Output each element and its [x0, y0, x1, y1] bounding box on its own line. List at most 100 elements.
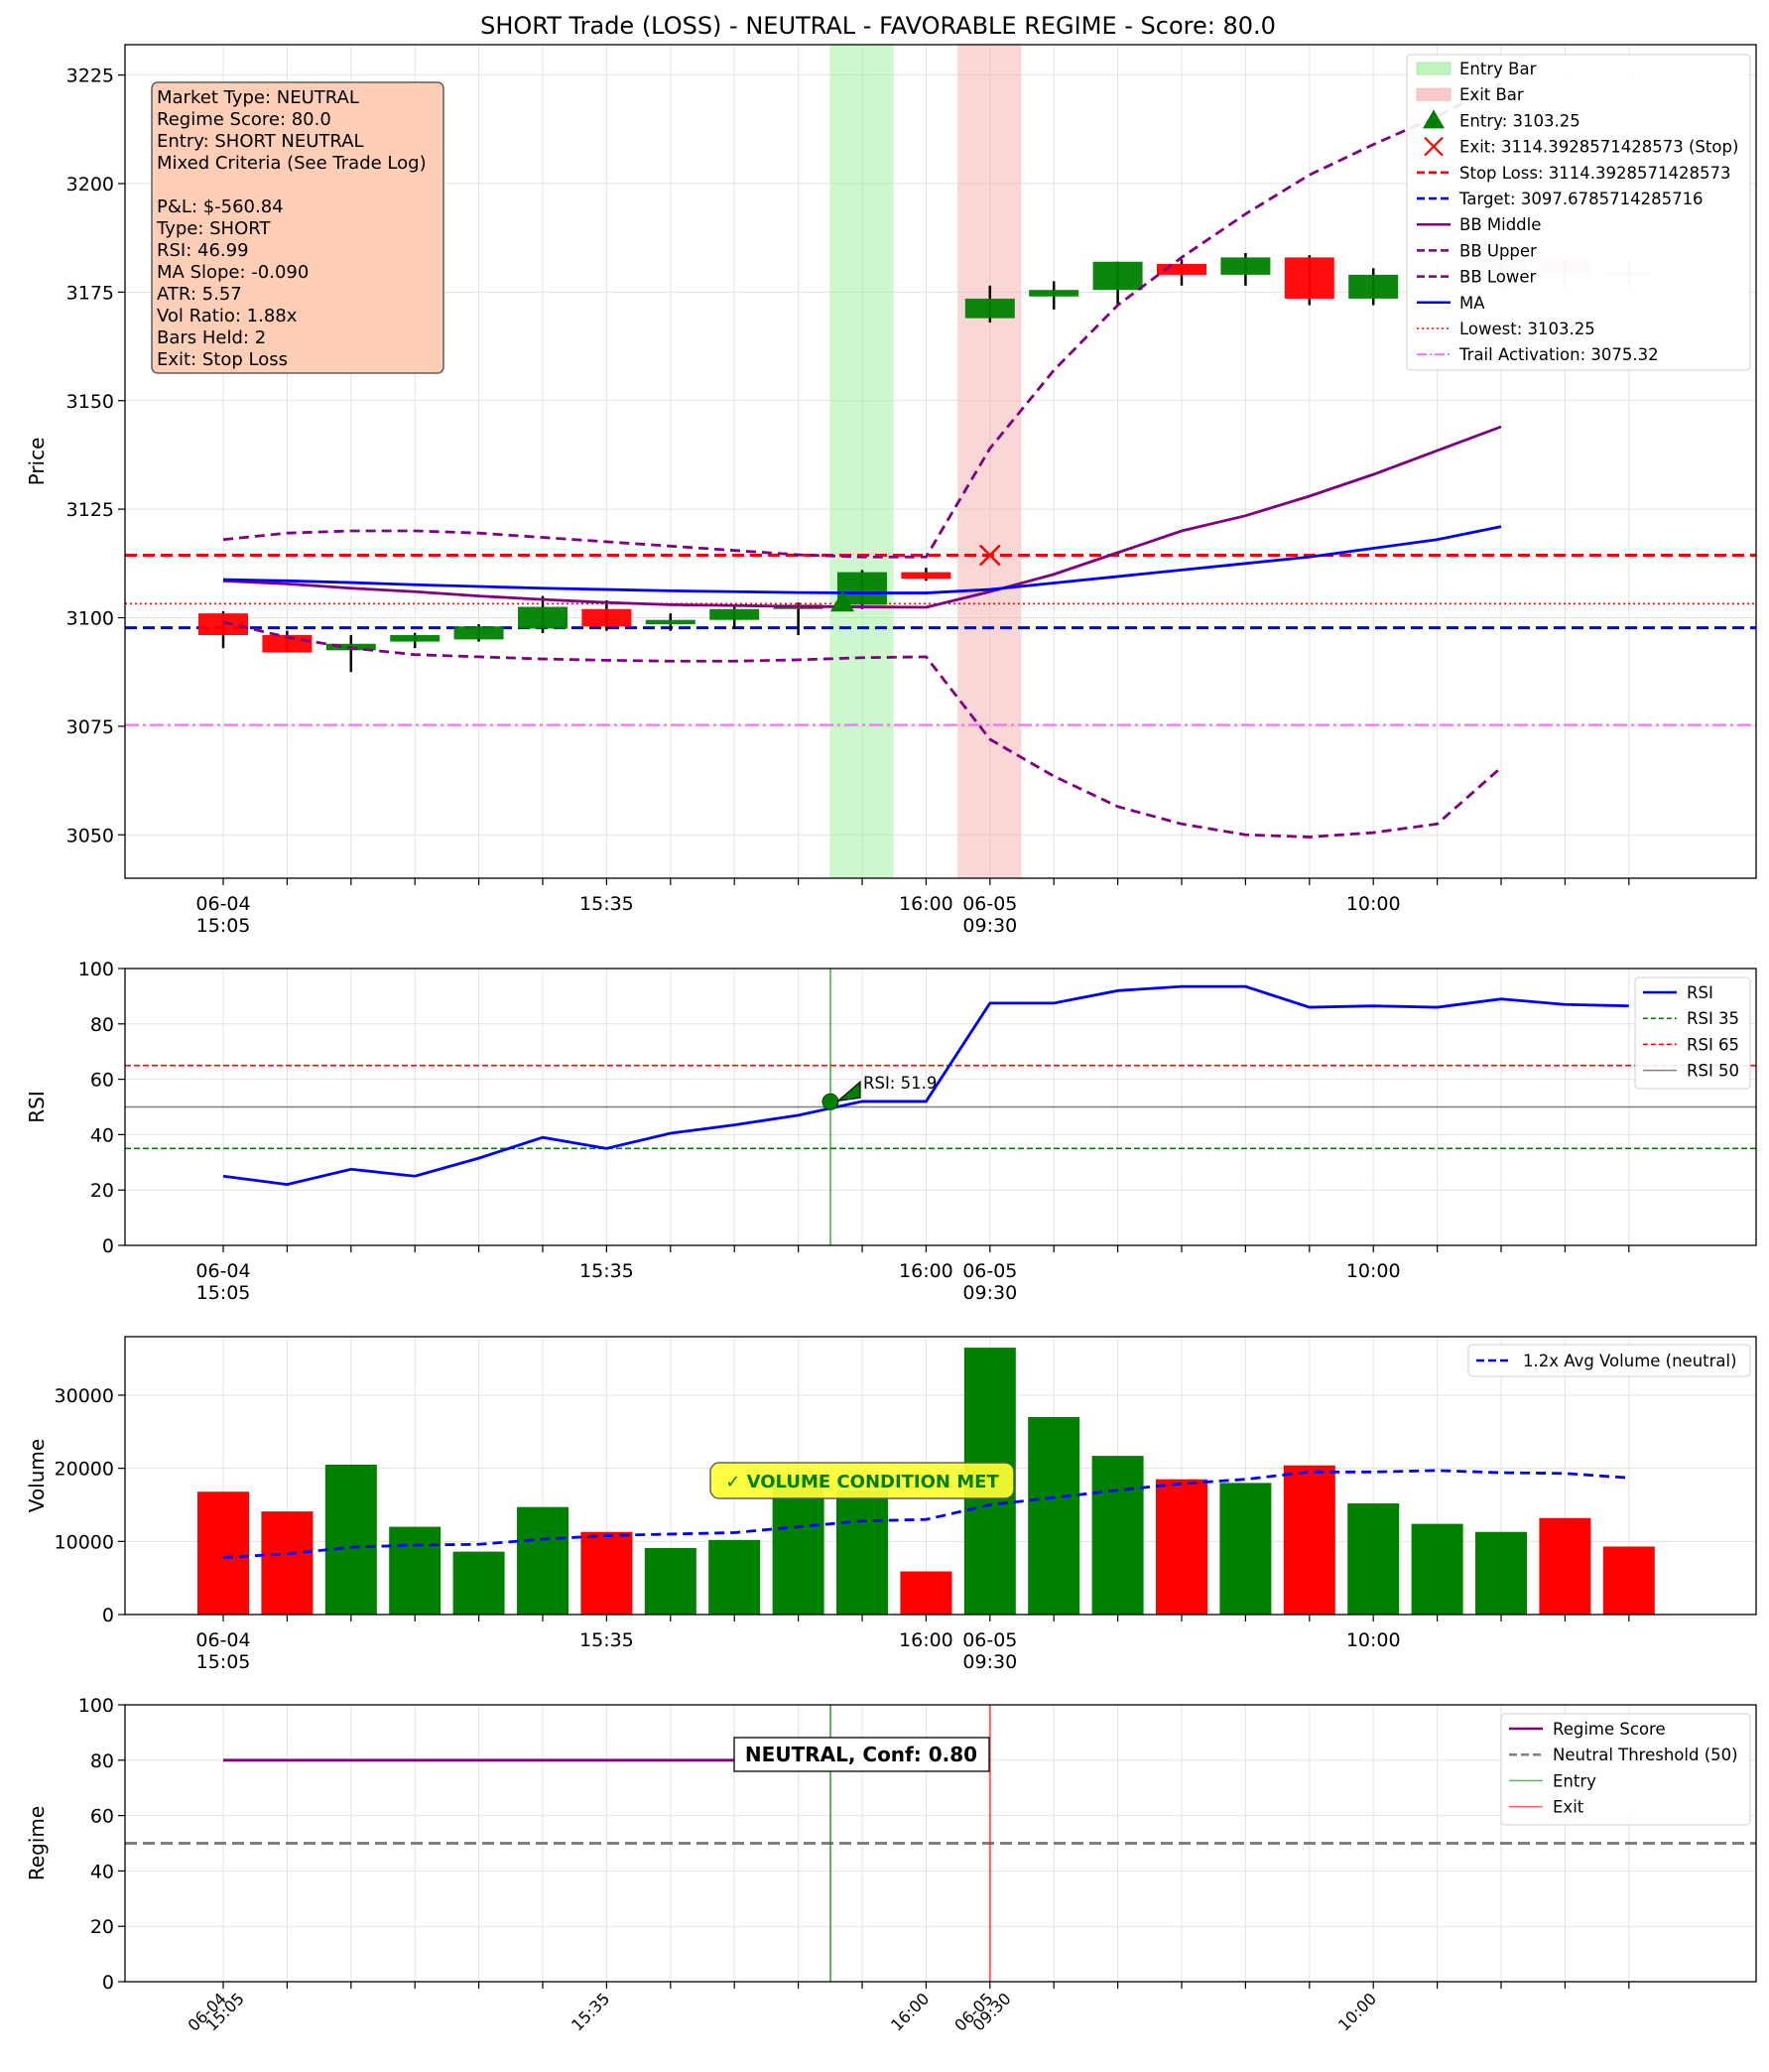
- exit-bar-band: [957, 45, 1022, 878]
- x-tick-label: 10:00: [1346, 1260, 1401, 1282]
- legend-handle: [1416, 62, 1452, 75]
- y-tick-label: 0: [102, 1235, 114, 1257]
- x-tick-label: 16:00: [899, 1629, 953, 1651]
- y-axis-label: RSI: [25, 1091, 49, 1123]
- candle-body: [453, 626, 504, 640]
- volume-bar: [389, 1526, 442, 1615]
- y-tick-label: 20: [90, 1180, 114, 1202]
- y-tick-label: 80: [90, 1750, 114, 1772]
- legend-label: RSI: [1687, 983, 1713, 1002]
- candle-body: [1029, 290, 1079, 297]
- y-tick-label: 3175: [66, 282, 114, 304]
- legend-label: RSI 65: [1687, 1035, 1739, 1054]
- volume-condition-box: [709, 1462, 1015, 1499]
- y-tick-label: 3200: [66, 174, 114, 195]
- volume-legend: [1467, 1344, 1751, 1377]
- volume-bar: [324, 1464, 377, 1615]
- legend-label: Lowest: 3103.25: [1459, 320, 1595, 338]
- legend-label: BB Middle: [1459, 215, 1541, 234]
- x-tick-label: 06-04: [195, 893, 250, 915]
- volume-bar: [1219, 1483, 1272, 1615]
- x-tick-label: 06-04: [195, 1629, 250, 1651]
- y-tick-label: 100: [78, 959, 114, 980]
- volume-bar: [1028, 1417, 1080, 1615]
- info-box-line: RSI: 46.99: [157, 240, 249, 261]
- x-tick-label: 10:00: [1346, 893, 1401, 915]
- volume-bar: [452, 1551, 505, 1615]
- x-tick-label: 16:00: [899, 893, 953, 915]
- volume-bar: [1411, 1523, 1463, 1615]
- x-tick-label: 06-04: [195, 1260, 250, 1282]
- y-tick-label: 10000: [55, 1531, 114, 1553]
- legend-label: RSI 50: [1687, 1062, 1739, 1081]
- legend-label: BB Upper: [1459, 241, 1537, 260]
- legend-label: Entry: 3103.25: [1459, 111, 1580, 130]
- bb-middle-line: [222, 425, 1502, 609]
- volume-bar: [1475, 1531, 1527, 1615]
- info-box-line: Entry: SHORT NEUTRAL: [157, 131, 364, 152]
- candle-body: [1348, 274, 1399, 299]
- volume-bar: [1091, 1456, 1144, 1615]
- y-tick-label: 60: [90, 1070, 114, 1092]
- x-tick-label: 15:35: [579, 1629, 634, 1651]
- volume-bar: [1602, 1546, 1655, 1615]
- rsi-line: [222, 984, 1629, 1187]
- regime-legend: [1500, 1713, 1751, 1826]
- volume-bar: [900, 1571, 952, 1615]
- info-box: [151, 81, 444, 374]
- info-box-line: P&L: $-560.84: [157, 196, 284, 217]
- axes-frame: [124, 44, 1757, 879]
- info-box-line: Mixed Criteria (See Trade Log): [157, 153, 427, 174]
- volume-condition-label: ✓ VOLUME CONDITION MET: [725, 1472, 999, 1492]
- legend-label: BB Lower: [1459, 268, 1537, 287]
- candle-body: [262, 635, 313, 653]
- x-tick-label: 15:05: [196, 1282, 251, 1304]
- candle-body: [964, 298, 1015, 319]
- x-tick-label: 06-05: [962, 893, 1017, 915]
- regime-annotation-label: NEUTRAL, Conf: 0.80: [745, 1743, 977, 1766]
- legend-label: Exit: [1553, 1798, 1584, 1817]
- x-tick-label: 15:35: [579, 1260, 634, 1282]
- legend-label: Stop Loss: 3114.3928571428573: [1459, 164, 1730, 183]
- x-tick-label: 09:30: [962, 1282, 1017, 1304]
- candle-body: [645, 619, 695, 625]
- axes-frame: [124, 968, 1757, 1246]
- rsi-entry-point: [821, 1093, 839, 1110]
- legend-label: Entry: [1553, 1771, 1596, 1790]
- volume-bar: [708, 1539, 761, 1615]
- candle-body: [1157, 263, 1206, 275]
- y-axis-label: Volume: [25, 1439, 49, 1512]
- volume-bar: [1347, 1503, 1400, 1615]
- candle-body: [1220, 257, 1271, 275]
- x-tick-label: 06-05: [962, 1260, 1017, 1282]
- y-tick-label: 40: [90, 1861, 114, 1882]
- regime-annotation-box: [733, 1737, 990, 1772]
- avg-volume-line: [222, 1469, 1629, 1559]
- exit-marker: [978, 544, 1001, 567]
- legend-label: Target: 3097.6785714285716: [1458, 190, 1704, 208]
- info-box-line: Exit: Stop Loss: [157, 349, 288, 370]
- x-tick-label: 09:30: [962, 915, 1017, 937]
- entry-marker: [830, 590, 854, 612]
- axes-frame: [124, 1336, 1757, 1616]
- legend-label: Entry Bar: [1459, 60, 1537, 78]
- y-tick-label: 0: [102, 1972, 114, 1994]
- legend-label: Trail Activation: 3075.32: [1458, 345, 1659, 364]
- x-tick-label: 15:05: [196, 1651, 251, 1673]
- legend-label: Exit: 3114.3928571428573 (Stop): [1459, 138, 1738, 157]
- legend-label: Exit Bar: [1459, 85, 1524, 104]
- y-tick-label: 3150: [66, 391, 114, 413]
- y-tick-label: 80: [90, 1014, 114, 1036]
- info-box-line: Market Type: NEUTRAL: [157, 87, 359, 108]
- legend-handle: [1416, 87, 1452, 101]
- y-tick-label: 3050: [66, 825, 114, 846]
- axes-frame: [124, 1704, 1757, 1983]
- y-tick-label: 100: [78, 1695, 114, 1717]
- legend-label: 1.2x Avg Volume (neutral): [1523, 1352, 1737, 1370]
- volume-bar: [261, 1511, 314, 1615]
- info-box-line: Vol Ratio: 1.88x: [157, 306, 298, 326]
- x-tick-label: 15:05: [196, 915, 251, 937]
- volume-bar: [1283, 1465, 1335, 1615]
- candle-body: [581, 608, 632, 627]
